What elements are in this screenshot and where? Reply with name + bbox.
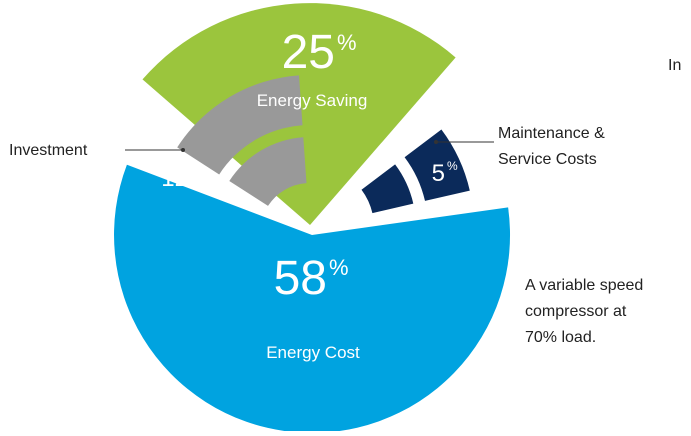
slice-investment-outer <box>177 75 303 175</box>
slice-maintenance-outer <box>404 129 470 201</box>
maintenance-callout-line1: Maintenance & <box>498 125 605 142</box>
annotation-line-1: A variable speed <box>525 277 643 294</box>
annotation-line-2: compressor at <box>525 303 627 320</box>
investment-unit: % <box>190 164 201 178</box>
annotation-line-3: 70% load. <box>525 329 596 346</box>
maintenance-callout-line2: Service Costs <box>498 151 597 168</box>
slice-energy-cost <box>114 164 511 433</box>
energy-saving-unit: % <box>337 30 357 55</box>
energy-cost-value: 58 <box>274 252 327 305</box>
investment-value: 12 <box>161 165 188 192</box>
energy-saving-label: Energy Saving <box>257 91 368 110</box>
maintenance-unit: % <box>447 159 458 173</box>
energy-cost-label: Energy Cost <box>266 343 360 362</box>
investment-leader-dot <box>181 148 185 152</box>
investment-callout-label: Investment <box>9 142 88 159</box>
slice-investment-inner <box>229 137 307 206</box>
cropped-corner-text: In <box>668 57 681 74</box>
maintenance-leader-dot <box>434 140 438 144</box>
maintenance-value: 5 <box>432 160 445 187</box>
slice-maintenance-inner <box>361 164 414 214</box>
energy-saving-value: 25 <box>282 26 335 79</box>
energy-cost-unit: % <box>329 255 349 280</box>
